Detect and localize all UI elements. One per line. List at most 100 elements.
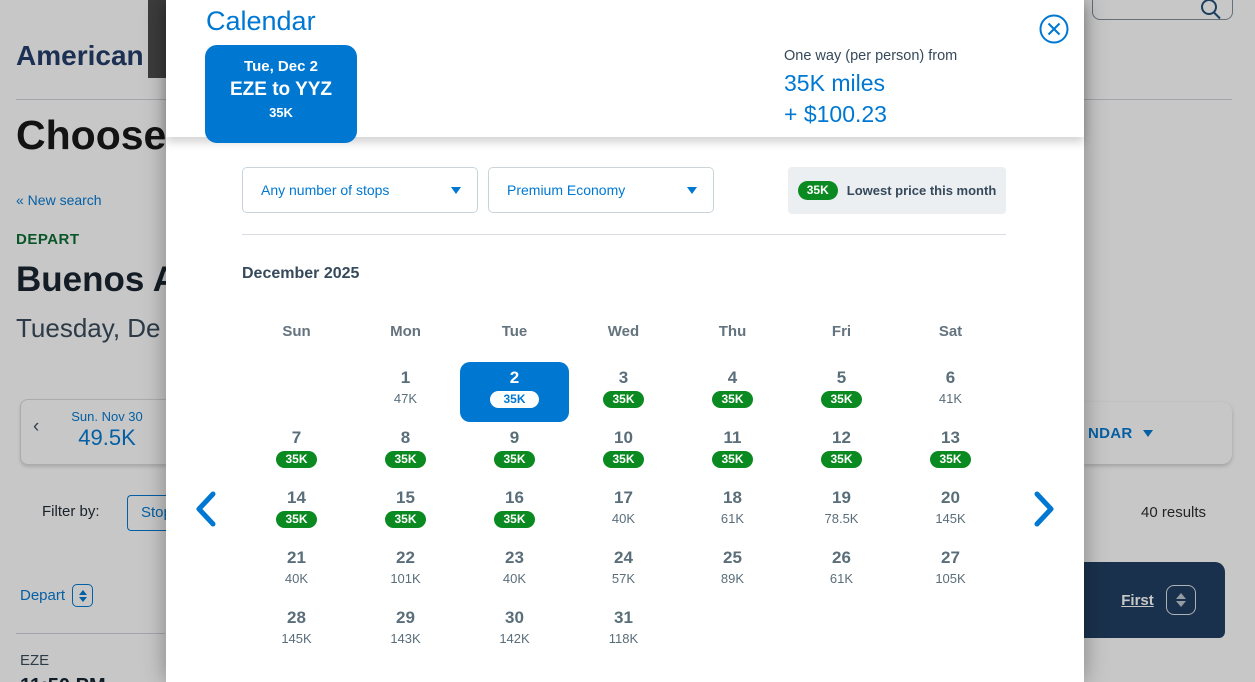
previous-month-arrow[interactable] [192,490,220,528]
day-miles-badge: 35K [712,391,753,408]
day-number: 1 [400,368,411,387]
calendar-day-27[interactable]: 27 105K [896,542,1005,602]
day-miles-value: 145K [281,631,312,646]
header-divider-right [1084,99,1232,100]
day-number: 31 [614,608,633,627]
day-miles-badge: 35K [930,451,971,468]
calendar-day-8[interactable]: 8 35K [351,422,460,482]
day-miles-value: 105K [935,571,966,586]
first-column-label: First [1121,591,1154,609]
new-search-link[interactable]: « New search [16,192,102,208]
day-number: 11 [723,428,742,447]
day-number: 20 [941,488,960,507]
day-number: 9 [509,428,520,447]
calendar-day-7[interactable]: 7 35K [242,422,351,482]
calendar-day-31[interactable]: 31 118K [569,602,678,662]
calendar-day-4[interactable]: 4 35K [678,362,787,422]
lowest-price-label: Lowest price this month [846,183,997,198]
cabin-dropdown[interactable]: Premium Economy [488,167,714,213]
calendar-day-18[interactable]: 18 61K [678,482,787,542]
day-miles-badge: 35K [494,451,535,468]
calendar-day-17[interactable]: 17 40K [569,482,678,542]
day-miles-value: 40K [502,571,527,586]
calendar-day-15[interactable]: 15 35K [351,482,460,542]
site-search-input[interactable] [1092,0,1233,20]
previous-date-miles: 49.5K [78,425,136,450]
day-miles-value: 89K [720,571,745,586]
day-number: 6 [945,368,956,387]
price-cash: + $100.23 [784,101,887,127]
calendar-day-3[interactable]: 3 35K [569,362,678,422]
month-title: December 2025 [242,265,360,282]
day-number: 24 [614,548,633,567]
header-divider-left [16,99,166,100]
close-icon[interactable] [1038,13,1070,45]
calendar-view-toggle[interactable]: NDAR [1084,402,1232,464]
day-miles-value: 61K [829,571,854,586]
day-miles-badge: 35K [603,451,644,468]
departure-time-cutoff: 11:50 PM [20,675,106,682]
calendar-day-25[interactable]: 25 89K [678,542,787,602]
stops-dropdown[interactable]: Any number of stops [242,167,478,213]
calendar-day-26[interactable]: 26 61K [787,542,896,602]
background-dark-strip [148,0,166,78]
calendar-day-13[interactable]: 13 35K [896,422,1005,482]
depart-label: DEPART [16,231,80,248]
day-miles-value: 142K [499,631,530,646]
day-miles-badge: 35K [603,391,644,408]
page-title: Choose [16,112,167,158]
weekday-header: Fri [831,323,852,340]
calendar-day-16[interactable]: 16 35K [460,482,569,542]
calendar-day-11[interactable]: 11 35K [678,422,787,482]
day-miles-badge: 35K [821,451,862,468]
calendar-day-9[interactable]: 9 35K [460,422,569,482]
calendar-day-2[interactable]: 2 35K [460,362,569,422]
calendar-day-24[interactable]: 24 57K [569,542,678,602]
first-class-column-header[interactable]: First [1084,562,1225,638]
calendar-day-12[interactable]: 12 35K [787,422,896,482]
next-month-arrow[interactable] [1030,490,1058,528]
day-miles-badge: 35K [821,391,862,408]
calendar-day-28[interactable]: 28 145K [242,602,351,662]
calendar-day-23[interactable]: 23 40K [460,542,569,602]
calendar-day-21[interactable]: 21 40K [242,542,351,602]
day-number: 3 [618,368,629,387]
day-number: 14 [287,488,306,507]
calendar-day-29[interactable]: 29 143K [351,602,460,662]
weekday-header: Mon [390,323,421,340]
day-number: 28 [287,608,306,627]
day-miles-badge: 35K [385,451,426,468]
calendar-day-30[interactable]: 30 142K [460,602,569,662]
day-number: 25 [723,548,742,567]
calendar-day-19[interactable]: 19 78.5K [787,482,896,542]
price-miles: 35K miles [784,70,885,96]
day-miles-badge: 35K [385,511,426,528]
calendar-day-20[interactable]: 20 145K [896,482,1005,542]
calendar-day-10[interactable]: 10 35K [569,422,678,482]
weekday-header-row: Sun Mon Tue Wed Thu Fri Sat [242,323,1005,340]
day-miles-value: 101K [390,571,421,586]
previous-date-card[interactable]: ‹ Sun. Nov 30 49.5K [20,399,166,465]
calendar-day-5[interactable]: 5 35K [787,362,896,422]
selected-flight-tab[interactable]: Tue, Dec 2 EZE to YYZ 35K [205,45,357,143]
stops-dropdown-value: Any number of stops [261,182,390,198]
caret-down-icon [687,186,697,194]
day-miles-badge: 35K [276,511,317,528]
weekday-header: Sun [282,323,311,340]
modal-title: Calendar [206,6,316,36]
weekday-header: Sat [938,323,963,340]
calendar-day-1[interactable]: 1 47K [351,362,460,422]
sort-by-depart[interactable]: Depart [20,584,94,607]
price-summary: One way (per person) from 35K miles + $1… [784,48,957,128]
calendar-modal: Calendar One way (per person) from 35K m… [166,0,1084,682]
day-number: 29 [396,608,415,627]
day-number: 13 [941,428,960,447]
calendar-day-6[interactable]: 6 41K [896,362,1005,422]
day-number: 12 [832,428,851,447]
selected-date-subheading: Tuesday, De [16,313,161,343]
calendar-day-14[interactable]: 14 35K [242,482,351,542]
filters-divider [242,234,1006,235]
caret-down-icon [451,186,461,194]
calendar-day-22[interactable]: 22 101K [351,542,460,602]
